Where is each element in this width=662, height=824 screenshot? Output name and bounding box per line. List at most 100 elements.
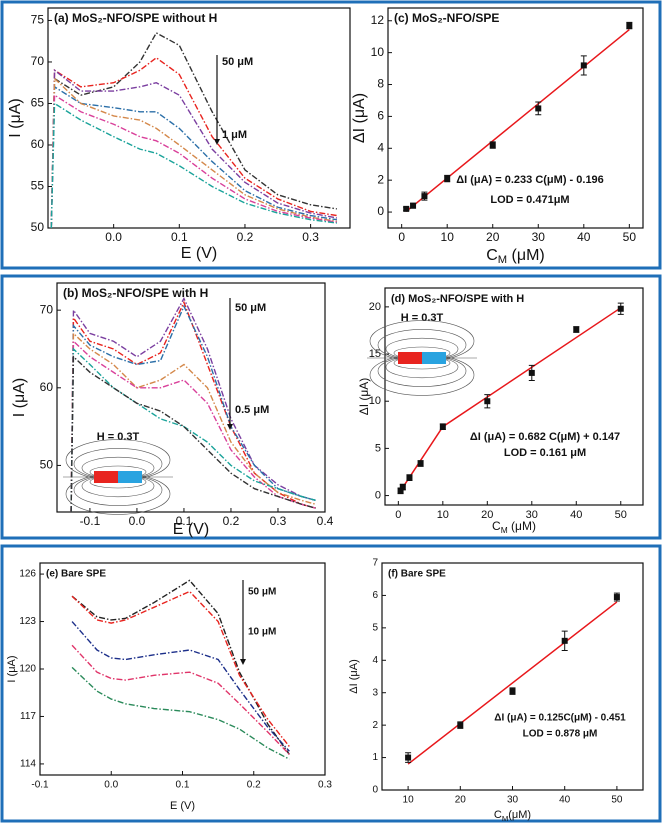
y-tick-label: 55 [31,179,45,193]
chart-title: (a) MoS₂-NFO/SPE without H [54,11,217,25]
y-axis-label: I (μA) [6,655,18,682]
x-tick-label: 0.3 [270,514,287,528]
chart-title: (d) MoS₂-NFO/SPE with H [391,293,524,305]
x-tick-label: 10 [403,795,415,806]
y-tick-label: 60 [40,380,54,394]
chart-title: (f) Bare SPE [388,569,446,580]
voltammogram [50,56,337,229]
x-axis-label: E (V) [170,800,195,812]
x-axis-label-part: C [494,809,502,821]
voltammogram [50,93,337,229]
x-tick-label: 0.1 [176,780,190,791]
y-tick-label: 60 [31,137,45,151]
voltammogram [50,68,338,229]
annotation: 10 μM [248,627,276,638]
y-axis-label: ΔI (μA) [351,93,368,143]
x-tick-label: 0.0 [104,780,118,791]
x-tick-label: 0.3 [318,780,332,791]
fit-line [407,601,618,765]
y-tick-label: 65 [31,96,45,110]
x-tick-label: 0 [395,509,401,521]
inset-label: H = 0.3T [401,312,444,324]
y-tick-label: 3 [372,687,378,698]
voltammogram [70,331,316,513]
annotation: 50 μM [222,56,253,68]
magnet-n [398,352,422,364]
panel-box [0,0,662,270]
data-point [484,398,491,405]
y-tick-label: 126 [19,569,36,580]
x-tick-label: 50 [623,230,637,244]
x-tick-label: 40 [570,509,582,521]
voltammogram [70,347,316,513]
x-tick-label: -0.1 [80,514,101,528]
annotation: LOD = 0.161 μM [504,447,586,459]
x-tick-label: 20 [455,795,467,806]
annotation: ΔI (μA) = 0.233 C(μM) - 0.196 [456,174,604,186]
x-axis-label-part: (μM) [508,809,531,821]
y-tick-label: 2 [372,720,378,731]
x-tick-label: 0.3 [302,230,319,244]
magnet-inset [63,439,173,515]
chart-title: (e) Bare SPE [46,569,106,580]
data-point [410,202,417,209]
plot-frame [47,7,351,229]
y-tick-label: 4 [377,140,384,154]
y-tick-label: 10 [369,395,381,407]
x-axis-label: CM (μM) [492,519,536,535]
x-axis-label: CM (μM) [486,247,545,266]
arrow-head [240,659,246,665]
voltammogram [71,579,290,755]
y-axis-label: I (μA) [11,378,28,417]
data-point [439,423,446,430]
x-tick-label: 0.2 [237,230,254,244]
voltammogram [50,102,337,229]
y-tick-label: 123 [19,616,36,627]
y-tick-label: 8 [377,77,384,91]
y-tick-label: 117 [20,711,36,722]
chart-title: (c) MoS₂-NFO/SPE [394,11,499,25]
annotation: ΔI (μA) = 0.682 C(μM) + 0.147 [470,431,620,443]
x-tick-label: 0.2 [247,780,261,791]
annotation: 50 μM [235,302,266,314]
data-point [509,688,516,695]
y-tick-label: 5 [375,442,381,454]
x-tick-label: 40 [577,230,591,244]
x-tick-label: -0.1 [31,780,49,791]
annotation: 1 μM [222,129,247,141]
voltammogram [70,355,316,513]
x-axis-label-part: M [498,254,507,266]
x-tick-label: 30 [532,230,546,244]
magnet-s [118,471,142,483]
x-axis-label-part: M [502,814,508,823]
data-point [580,62,587,69]
x-axis-label: CM(μM) [494,809,531,823]
fit-line [399,307,622,492]
y-tick-label: 0 [372,785,378,796]
data-point [399,484,406,491]
y-tick-label: 1 [372,752,378,763]
arrow-head [227,424,233,430]
x-tick-label: 50 [611,795,623,806]
y-tick-label: 120 [19,664,36,675]
voltammogram [50,31,337,229]
x-axis-label-part: C [492,519,501,533]
magnet-n [94,471,118,483]
annotation: LOD = 0.471μM [490,194,569,206]
data-point [457,722,464,729]
y-tick-label: 20 [369,301,381,313]
annotation: LOD = 0.878 μM [523,729,598,740]
data-point [397,487,404,494]
data-point [405,754,412,761]
y-tick-label: 0 [377,204,384,218]
data-point [573,326,580,333]
x-tick-label: 10 [441,230,455,244]
data-point [444,175,451,182]
y-tick-label: 50 [40,458,54,472]
data-point [406,474,413,481]
x-tick-label: 30 [526,509,538,521]
x-tick-label: 0.1 [171,230,188,244]
voltammogram [71,621,290,752]
voltammogram [70,339,316,513]
